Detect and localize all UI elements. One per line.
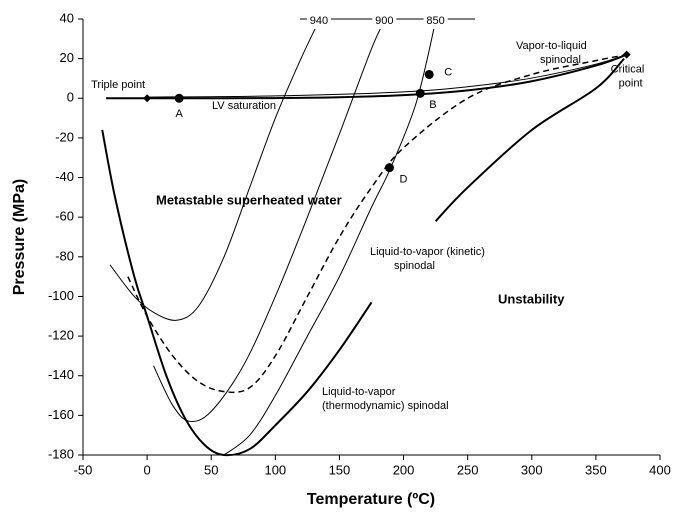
- x-axis-title: Temperature (ºC): [307, 491, 435, 508]
- annotation: Liquid-to-vapor (kinetic): [370, 246, 485, 258]
- series-line: [127, 53, 627, 394]
- annotation: Unstability: [498, 291, 565, 306]
- annotation: LV saturation: [212, 100, 276, 112]
- series-line: [101, 57, 625, 457]
- y-tick-label: -160: [48, 407, 74, 422]
- point-label: B: [429, 99, 436, 111]
- point-label: D: [399, 174, 407, 186]
- y-tick-label: -120: [48, 328, 74, 343]
- point-label: point: [619, 78, 643, 90]
- y-tick-label: 0: [67, 90, 74, 105]
- y-tick-label: -40: [55, 169, 74, 184]
- annotation: Liquid-to-vapor: [322, 386, 396, 398]
- annotation: Vapor-to-liquid: [516, 40, 587, 52]
- y-tick-label: -180: [48, 446, 74, 461]
- y-tick-label: -20: [55, 129, 74, 144]
- data-point: [622, 50, 631, 59]
- y-tick-label: 40: [60, 10, 74, 25]
- annotation: spinodal: [394, 260, 435, 272]
- x-tick-label: 150: [329, 462, 351, 477]
- y-tick-label: 20: [60, 50, 74, 65]
- y-tick-label: -60: [55, 209, 74, 224]
- series-label: 900: [375, 15, 393, 27]
- annotation: Metastable superheated water: [156, 192, 342, 207]
- x-tick-label: 250: [457, 462, 479, 477]
- data-point: [384, 163, 394, 173]
- x-tick-label: 300: [521, 462, 543, 477]
- data-point: [415, 88, 425, 98]
- data-point: [424, 69, 434, 79]
- x-tick-label: 0: [143, 462, 150, 477]
- series-line: [147, 54, 627, 98]
- series-label: 850: [426, 15, 444, 27]
- x-tick-label: 50: [204, 462, 218, 477]
- point-label: A: [175, 108, 183, 120]
- y-tick-label: -80: [55, 248, 74, 263]
- x-tick-label: 100: [264, 462, 286, 477]
- x-tick-label: -50: [74, 462, 93, 477]
- y-axis-title: Pressure (MPa): [11, 179, 28, 296]
- series-line: [223, 20, 437, 456]
- data-point: [174, 93, 184, 103]
- annotation: spinodal: [540, 54, 581, 66]
- x-tick-label: 200: [393, 462, 415, 477]
- point-label: Triple point: [91, 79, 145, 91]
- point-label: C: [444, 66, 452, 78]
- label-background: [372, 12, 397, 29]
- point-label: Critical: [611, 64, 645, 76]
- data-point: [143, 94, 152, 103]
- annotation: (thermodynamic) spinodal: [322, 400, 449, 412]
- label-background: [306, 12, 331, 29]
- y-tick-label: -140: [48, 367, 74, 382]
- series-label: 940: [310, 15, 328, 27]
- series-line: [109, 20, 320, 321]
- y-tick-label: -100: [48, 288, 74, 303]
- x-tick-label: 400: [649, 462, 671, 477]
- label-background: [423, 12, 448, 29]
- x-tick-label: 350: [585, 462, 607, 477]
- series-line: [153, 20, 385, 423]
